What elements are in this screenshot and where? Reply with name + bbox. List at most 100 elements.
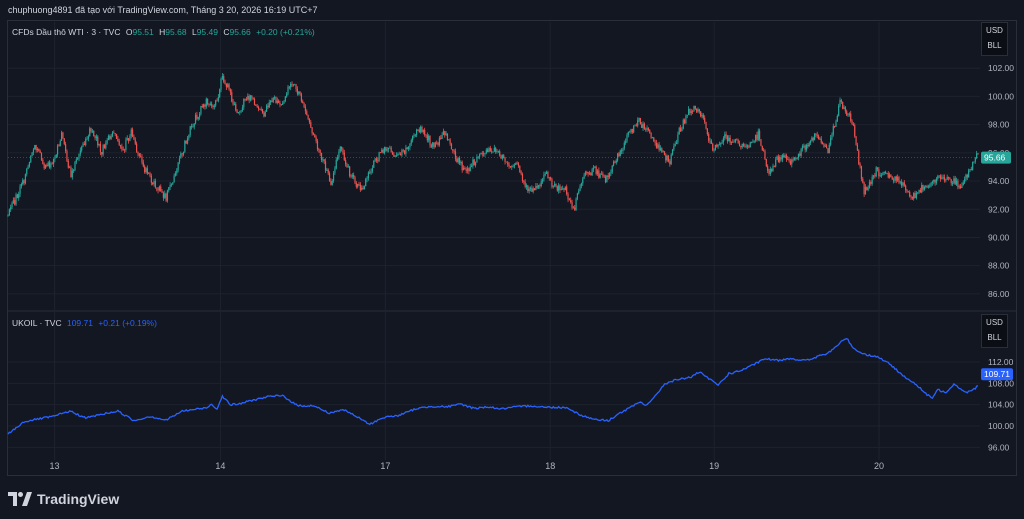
- candle-body: [972, 162, 974, 171]
- candle-body: [891, 177, 893, 180]
- candle-body: [564, 186, 566, 190]
- candle-body: [533, 188, 536, 191]
- candle-body: [716, 144, 718, 147]
- candle-body: [772, 165, 774, 172]
- candle-body: [618, 153, 620, 157]
- x-tick-label: 18: [545, 461, 555, 471]
- ukoil-y-tick-label: 108.00: [988, 378, 1014, 388]
- candle-body: [38, 148, 40, 152]
- candle-body: [450, 143, 453, 150]
- candle-body: [769, 169, 771, 174]
- x-tick-label: 20: [874, 461, 884, 471]
- wti-unit-button[interactable]: USD BLL: [981, 22, 1008, 56]
- ukoil-change: +0.21 (+0.19%): [98, 318, 157, 328]
- candle-body: [144, 166, 146, 173]
- candle-body: [724, 134, 726, 139]
- wti-symbol: CFDs Dầu thô WTI · 3 · TVC: [12, 27, 121, 37]
- candle-body: [760, 139, 762, 146]
- candle-body: [113, 132, 115, 134]
- candle-body: [247, 95, 249, 100]
- candle-body: [776, 156, 778, 160]
- candle-body: [880, 174, 883, 176]
- candle-body: [666, 156, 668, 161]
- ukoil-unit-button[interactable]: USD BLL: [981, 314, 1008, 348]
- candle-body: [550, 177, 552, 180]
- candle-body: [483, 153, 485, 155]
- candle-body: [19, 186, 21, 195]
- candle-body: [697, 109, 699, 112]
- candle-body: [332, 172, 335, 182]
- candle-body: [39, 151, 41, 154]
- candle-body: [11, 203, 13, 208]
- candle-body: [300, 94, 303, 102]
- candle-body: [292, 84, 294, 86]
- candle-body: [284, 96, 286, 102]
- candle-body: [121, 146, 123, 150]
- candle-body: [461, 162, 463, 171]
- candle-body: [70, 167, 72, 178]
- candle-body: [767, 166, 769, 171]
- candle-body: [509, 166, 512, 167]
- candle-body: [591, 169, 593, 176]
- candle-body: [905, 185, 907, 190]
- candle-body: [809, 141, 812, 143]
- candle-body: [630, 129, 632, 133]
- candle-body: [233, 103, 236, 105]
- wti-high-label: H: [159, 27, 166, 37]
- candle-body: [888, 174, 891, 178]
- wti-y-tick-label: 102.00: [988, 63, 1014, 73]
- candle-body: [554, 183, 556, 186]
- candle-body: [826, 145, 828, 149]
- candle-body: [75, 159, 77, 163]
- candle-body: [540, 181, 542, 186]
- candle-body: [385, 147, 387, 151]
- candle-body: [551, 179, 553, 187]
- candle-body: [627, 131, 629, 135]
- candle-body: [876, 167, 879, 170]
- candle-body: [598, 170, 600, 178]
- candle-body: [492, 151, 494, 153]
- candle-body: [560, 189, 562, 190]
- candle-body: [485, 149, 487, 154]
- candle-body: [607, 175, 609, 178]
- candle-body: [784, 155, 786, 158]
- candle-body: [393, 154, 395, 157]
- candle-body: [515, 162, 517, 165]
- candle-body: [306, 111, 308, 116]
- candle-body: [89, 128, 91, 137]
- candle-body: [803, 145, 805, 147]
- candle-body: [87, 136, 89, 139]
- candle-body: [860, 166, 863, 179]
- candle-body: [194, 114, 197, 124]
- candle-body: [354, 177, 356, 184]
- candle-body: [409, 143, 411, 148]
- candle-body: [365, 179, 367, 187]
- candle-body: [371, 167, 374, 172]
- candle-body: [180, 153, 182, 159]
- candle-body: [651, 137, 654, 139]
- candle-body: [698, 109, 700, 112]
- candle-body: [696, 108, 698, 112]
- candle-body: [862, 178, 864, 183]
- candle-body: [421, 126, 423, 132]
- candle-body: [131, 129, 134, 137]
- candle-body: [359, 184, 361, 190]
- candle-body: [398, 153, 400, 155]
- candle-body: [387, 147, 390, 150]
- candle-body: [245, 99, 248, 100]
- wti-y-tick-label: 90.00: [988, 232, 1010, 242]
- candle-body: [616, 153, 619, 161]
- candle-body: [639, 117, 641, 125]
- candle-body: [433, 142, 435, 148]
- candle-body: [753, 140, 755, 142]
- candle-body: [626, 134, 628, 142]
- candle-body: [658, 144, 660, 150]
- candle-body: [899, 181, 901, 183]
- candle-body: [634, 125, 636, 127]
- candle-body: [90, 128, 92, 132]
- candle-body: [578, 190, 580, 194]
- candle-body: [619, 150, 621, 157]
- candle-body: [646, 128, 648, 130]
- candle-body: [379, 152, 382, 154]
